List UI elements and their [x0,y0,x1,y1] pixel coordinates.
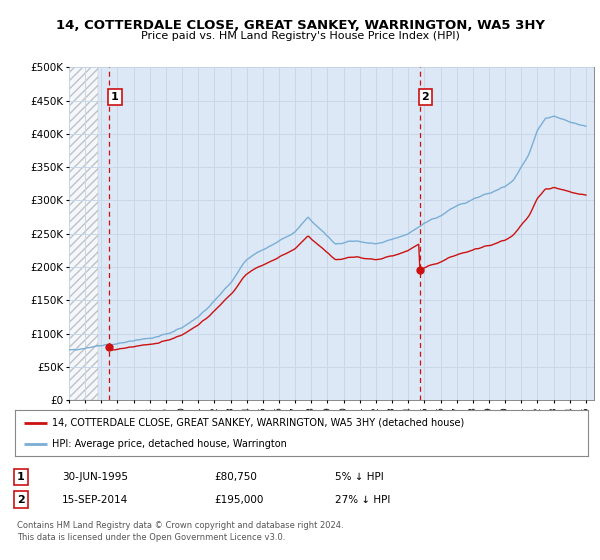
Text: 1: 1 [111,92,119,102]
Text: This data is licensed under the Open Government Licence v3.0.: This data is licensed under the Open Gov… [17,533,285,542]
Text: 14, COTTERDALE CLOSE, GREAT SANKEY, WARRINGTON, WA5 3HY: 14, COTTERDALE CLOSE, GREAT SANKEY, WARR… [56,19,545,32]
Text: 2: 2 [421,92,429,102]
Text: 1: 1 [17,472,25,482]
Text: Price paid vs. HM Land Registry's House Price Index (HPI): Price paid vs. HM Land Registry's House … [140,31,460,41]
Text: 2: 2 [17,494,25,505]
Text: £195,000: £195,000 [215,494,264,505]
Text: £80,750: £80,750 [215,472,257,482]
Text: 15-SEP-2014: 15-SEP-2014 [62,494,128,505]
Text: Contains HM Land Registry data © Crown copyright and database right 2024.: Contains HM Land Registry data © Crown c… [17,521,343,530]
Text: 30-JUN-1995: 30-JUN-1995 [62,472,128,482]
Text: 14, COTTERDALE CLOSE, GREAT SANKEY, WARRINGTON, WA5 3HY (detached house): 14, COTTERDALE CLOSE, GREAT SANKEY, WARR… [52,418,464,428]
Text: 5% ↓ HPI: 5% ↓ HPI [335,472,383,482]
Text: HPI: Average price, detached house, Warrington: HPI: Average price, detached house, Warr… [52,439,287,449]
Text: 27% ↓ HPI: 27% ↓ HPI [335,494,390,505]
